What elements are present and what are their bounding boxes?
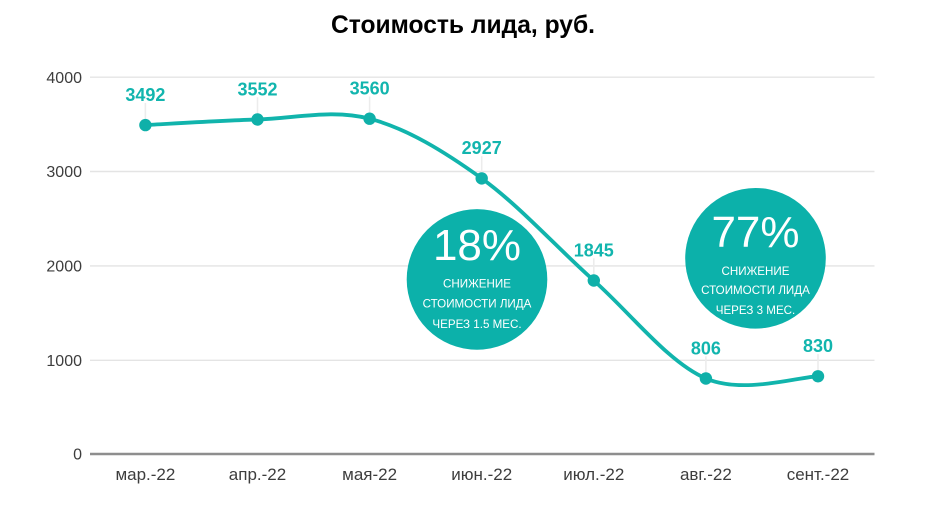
svg-text:июл.-22: июл.-22 <box>563 465 624 484</box>
svg-text:830: 830 <box>803 336 833 356</box>
svg-text:3560: 3560 <box>350 79 390 99</box>
svg-text:июн.-22: июн.-22 <box>451 465 512 484</box>
svg-text:мая-22: мая-22 <box>342 465 397 484</box>
svg-text:СНИЖЕНИЕ: СНИЖЕНИЕ <box>443 277 511 290</box>
svg-text:2927: 2927 <box>462 138 502 158</box>
svg-text:СТОИМОСТИ ЛИДА: СТОИМОСТИ ЛИДА <box>423 298 532 311</box>
svg-text:Стоимость лида, руб.: Стоимость лида, руб. <box>331 12 595 39</box>
svg-text:3492: 3492 <box>125 85 165 105</box>
svg-text:авг.-22: авг.-22 <box>680 465 732 484</box>
svg-text:СТОИМОСТИ ЛИДА: СТОИМОСТИ ЛИДА <box>701 284 810 297</box>
svg-text:ЧЕРЕЗ 1.5 МЕС.: ЧЕРЕЗ 1.5 МЕС. <box>432 318 521 331</box>
svg-text:18%: 18% <box>433 221 521 270</box>
svg-text:1845: 1845 <box>574 240 614 260</box>
svg-text:апр.-22: апр.-22 <box>229 465 286 484</box>
svg-text:4000: 4000 <box>46 70 82 87</box>
svg-text:3000: 3000 <box>46 164 82 181</box>
svg-text:СНИЖЕНИЕ: СНИЖЕНИЕ <box>722 265 790 278</box>
svg-text:мар.-22: мар.-22 <box>115 465 175 484</box>
svg-text:1000: 1000 <box>46 353 82 370</box>
svg-text:77%: 77% <box>711 208 799 257</box>
svg-text:сент.-22: сент.-22 <box>787 465 850 484</box>
svg-text:2000: 2000 <box>46 259 82 276</box>
svg-text:ЧЕРЕЗ 3 МЕС.: ЧЕРЕЗ 3 МЕС. <box>716 304 796 317</box>
svg-text:0: 0 <box>73 447 82 464</box>
svg-text:806: 806 <box>691 338 721 358</box>
svg-text:3552: 3552 <box>237 79 277 99</box>
